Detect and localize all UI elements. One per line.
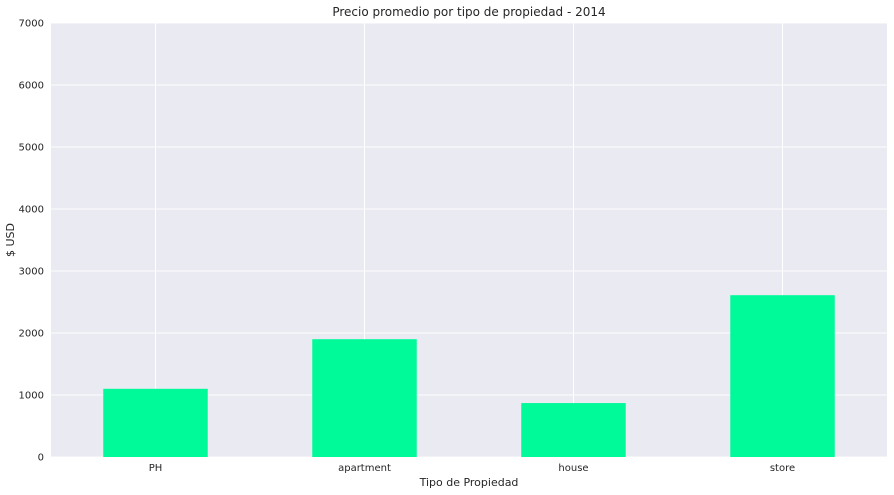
x-tick-label: store [770,463,795,474]
x-axis-ticks: PH apartment house store [149,463,795,474]
x-tick-label: PH [149,463,163,474]
bars [103,295,835,457]
y-tick-label: 5000 [19,143,44,154]
x-tick-label: apartment [338,463,391,474]
x-tick-label: house [558,463,588,474]
y-tick-label: 3000 [19,267,44,278]
x-axis-label: Tipo de Propiedad [419,476,519,489]
chart-title: Precio promedio por tipo de propiedad - … [332,5,605,19]
bar-apartment [312,339,417,457]
y-tick-label: 6000 [19,81,44,92]
y-tick-label: 4000 [19,205,44,216]
y-axis-ticks: 0 1000 2000 3000 4000 5000 6000 7000 [19,19,44,464]
bar-PH [103,388,208,457]
bar-house [521,403,626,457]
y-tick-label: 0 [38,453,44,464]
y-tick-label: 1000 [19,391,44,402]
bar-store [730,295,835,457]
y-tick-label: 2000 [19,329,44,340]
y-axis-label: $ USD [4,223,17,257]
y-tick-label: 7000 [19,19,44,30]
